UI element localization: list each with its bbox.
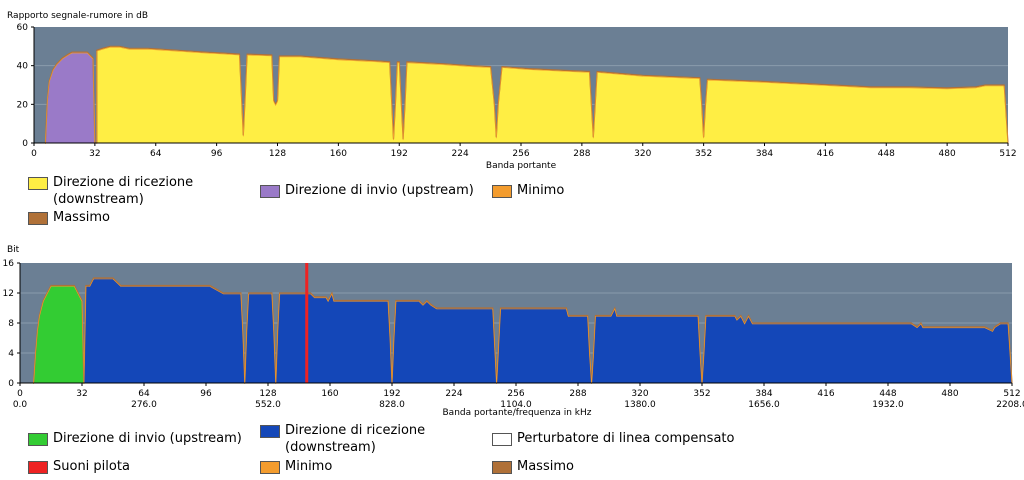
bits-y-tick-label: 12	[3, 289, 14, 299]
snr-legend-upstream: Direzione di invio (upstream)	[260, 182, 480, 199]
bits-legend-downstream-label: Direzione di ricezione (downstream)	[285, 423, 426, 455]
bits-chart: Bit Banda portante/frequenza in kHz 0 4 8 1…	[3, 245, 1024, 418]
bits-legend-pilot-label: Suoni pilota	[53, 459, 130, 474]
bits-maximum-swatch	[492, 461, 512, 474]
snr-chart: Rapporto segnale-rumore in dB Banda port…	[7, 11, 1017, 171]
snr-x-tick-label: 512	[999, 149, 1016, 159]
snr-legend-downstream: Direzione di ricezione (downstream)	[28, 174, 228, 208]
bits-x-tick-label: 480	[941, 389, 958, 399]
snr-x-tick-label: 128	[269, 149, 286, 159]
snr-x-tick-label: 448	[878, 149, 895, 159]
bits-x-tick-label: 32	[76, 389, 87, 399]
bits-series-0-area	[33, 285, 84, 383]
pilot-tone-marker	[305, 263, 309, 383]
snr-x-tick-label: 96	[211, 149, 223, 159]
snr-x-tick-label: 160	[330, 149, 347, 159]
snr-y-tick-label: 20	[17, 100, 29, 110]
bits-minimum-swatch	[260, 461, 280, 474]
bits-x-khz-label: 552.0	[255, 400, 281, 410]
snr-y-axis-title: Rapporto segnale-rumore in dB	[7, 11, 148, 21]
snr-legend-downstream-label: Direzione di ricezione (downstream)	[53, 175, 194, 207]
snr-y-tick-label: 60	[17, 23, 29, 33]
snr-series-1-area	[96, 46, 1009, 143]
bits-x-khz-label: 276.0	[131, 400, 157, 410]
bits-x-tick-label: 0	[17, 389, 23, 399]
snr-y-tick-label: 40	[17, 62, 29, 72]
bits-legend-compensated-label: Perturbatore di linea compensato	[517, 431, 735, 446]
snr-x-tick-label: 480	[939, 149, 956, 159]
bits-series-0-min-line	[33, 286, 85, 385]
bits-x-tick-label: 288	[569, 389, 586, 399]
bits-legend-maximum-label: Massimo	[517, 459, 574, 474]
snr-upstream-swatch	[260, 185, 280, 198]
snr-x-tick-label: 64	[150, 149, 162, 159]
snr-series-1-min-line	[96, 46, 1009, 145]
bits-x-tick-label: 320	[631, 389, 648, 399]
bits-pilot-swatch	[28, 461, 48, 474]
snr-x-tick-label: 416	[817, 149, 834, 159]
bits-x-khz-label: 1932.0	[872, 400, 904, 410]
bits-legend-downstream: Direzione di ricezione (downstream)	[260, 422, 470, 456]
bits-legend-upstream-label: Direzione di invio (upstream)	[53, 431, 242, 446]
bits-legend-pilot: Suoni pilota	[28, 458, 228, 475]
bits-x-khz-label: 0.0	[13, 400, 28, 410]
bits-legend-minimum-label: Minimo	[285, 459, 333, 474]
snr-x-tick-label: 384	[756, 149, 773, 159]
bits-series-1-area	[83, 278, 1012, 383]
bits-x-khz-label: 1380.0	[624, 400, 656, 410]
bits-x-tick-label: 192	[383, 389, 400, 399]
snr-series-0-max-line	[44, 51, 96, 144]
bits-x-tick-label: 448	[879, 389, 896, 399]
bits-x-khz-label: 1656.0	[748, 400, 780, 410]
snr-x-tick-label: 288	[573, 149, 590, 159]
bits-x-tick-label: 256	[507, 389, 524, 399]
snr-x-tick-label: 192	[391, 149, 408, 159]
bits-legend-compensated: Perturbatore di linea compensato	[492, 430, 752, 447]
bits-x-axis-title: Banda portante/frequenza in kHz	[443, 408, 592, 418]
bits-x-tick-label: 512	[1003, 389, 1020, 399]
snr-x-tick-label: 256	[512, 149, 529, 159]
snr-legend-maximum-label: Massimo	[53, 210, 110, 225]
snr-downstream-swatch	[28, 177, 48, 190]
snr-x-tick-label: 352	[695, 149, 712, 159]
bits-x-tick-label: 352	[693, 389, 710, 399]
bits-x-tick-label: 128	[259, 389, 276, 399]
bits-x-tick-label: 384	[755, 389, 772, 399]
bits-legend-upstream: Direzione di invio (upstream)	[28, 430, 258, 447]
snr-minimum-swatch	[492, 185, 512, 198]
snr-legend-maximum: Massimo	[28, 209, 188, 226]
snr-series-0-area	[45, 52, 95, 143]
bits-y-tick-label: 0	[8, 379, 14, 389]
bits-x-tick-label: 224	[445, 389, 462, 399]
bits-series-1-min-line	[83, 278, 1013, 385]
bits-x-khz-label: 1104.0	[500, 400, 532, 410]
snr-x-tick-label: 320	[634, 149, 651, 159]
bits-x-tick-label: 160	[321, 389, 338, 399]
bits-y-tick-label: 16	[3, 259, 15, 269]
snr-x-axis-title: Banda portante	[486, 161, 557, 171]
snr-x-tick-label: 32	[89, 149, 100, 159]
bits-upstream-swatch	[28, 433, 48, 446]
bits-compensated-swatch	[492, 433, 512, 446]
snr-legend-minimum: Minimo	[492, 182, 652, 199]
snr-legend-minimum-label: Minimo	[517, 183, 565, 198]
bits-x-khz-label: 828.0	[379, 400, 405, 410]
bits-x-tick-label: 64	[138, 389, 150, 399]
bits-downstream-swatch	[260, 425, 280, 438]
snr-y-tick-label: 0	[22, 139, 28, 149]
bits-x-tick-label: 416	[817, 389, 834, 399]
snr-x-tick-label: 0	[31, 149, 37, 159]
bits-legend-minimum: Minimo	[260, 458, 420, 475]
snr-legend-upstream-label: Direzione di invio (upstream)	[285, 183, 474, 198]
bits-legend-maximum: Massimo	[492, 458, 652, 475]
snr-maximum-swatch	[28, 212, 48, 225]
bits-y-tick-label: 8	[8, 319, 14, 329]
bits-x-tick-label: 96	[200, 389, 212, 399]
snr-x-tick-label: 224	[452, 149, 469, 159]
bits-y-axis-title: Bit	[7, 245, 20, 255]
bits-y-tick-label: 4	[8, 349, 14, 359]
snr-series-0-min-line	[45, 52, 96, 145]
bits-x-khz-label: 2208.0	[996, 400, 1024, 410]
